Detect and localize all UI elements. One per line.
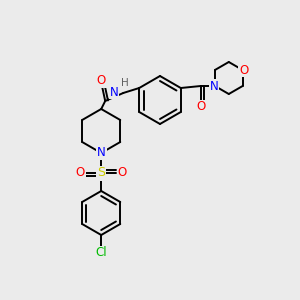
Text: S: S: [97, 167, 105, 179]
Text: N: N: [97, 146, 106, 160]
Text: O: O: [196, 100, 206, 113]
Text: N: N: [210, 80, 218, 92]
Text: Cl: Cl: [95, 247, 107, 260]
Text: O: O: [97, 74, 106, 88]
Text: H: H: [121, 78, 129, 88]
Text: O: O: [239, 64, 248, 76]
Text: N: N: [110, 85, 118, 98]
Text: O: O: [118, 167, 127, 179]
Text: O: O: [76, 167, 85, 179]
